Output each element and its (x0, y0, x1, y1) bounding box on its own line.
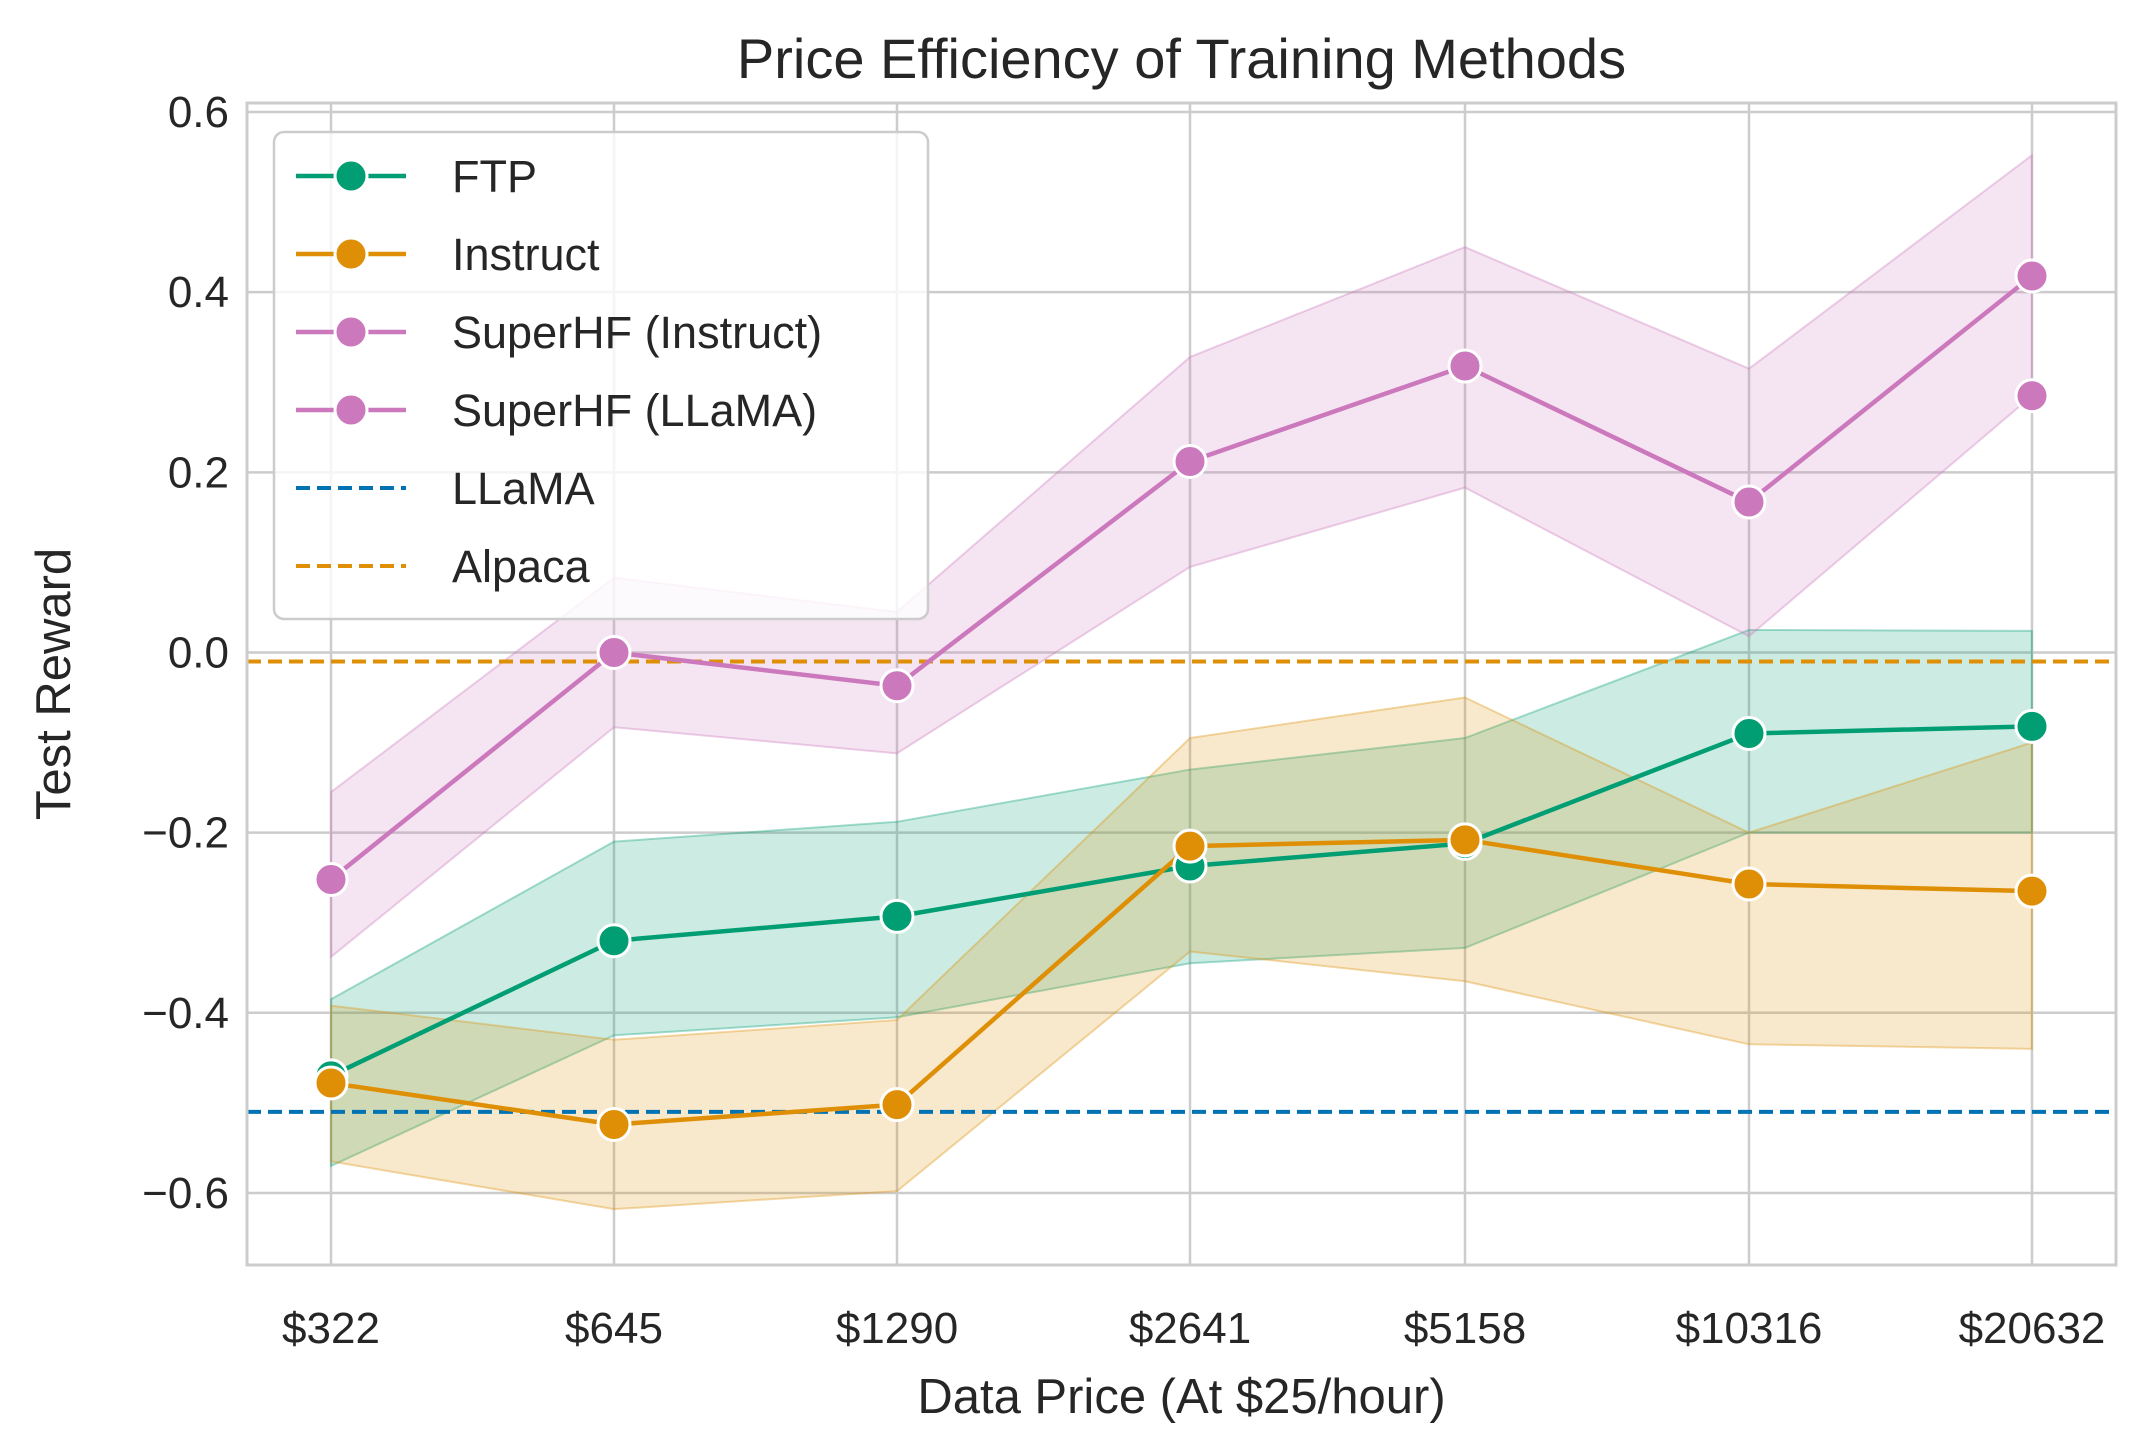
series-1-point-1 (596, 1106, 632, 1142)
x-tick-label-5: $10316 (1676, 1304, 1823, 1353)
legend-label-0: FTP (452, 151, 537, 202)
series-2-point-4 (1447, 348, 1483, 384)
legend-entry-3: SuperHF (LLaMA) (296, 385, 817, 436)
legend-entry-0: FTP (296, 151, 537, 202)
series-0-point-6 (2014, 708, 2050, 744)
legend-box (272, 130, 930, 621)
series-0-point-5 (1731, 716, 1767, 752)
legend-label-3: SuperHF (LLaMA) (452, 385, 817, 436)
legend-entry-1: Instruct (296, 229, 600, 280)
legend-entry-2: SuperHF (Instruct) (296, 307, 822, 358)
y-tick-label-3: 0.0 (168, 628, 229, 677)
series-1-point-2 (879, 1087, 915, 1123)
legend-entry-4: LLaMA (296, 463, 595, 514)
series-1-point-3 (1172, 828, 1208, 864)
x-tick-label-3: $2641 (1129, 1304, 1251, 1353)
y-tick-label-5: 0.4 (168, 268, 229, 317)
ci-band-1 (330, 696, 2033, 1211)
series-1-point-5 (1731, 866, 1767, 902)
legend-label-4: LLaMA (452, 463, 595, 514)
series-2-point-5 (1731, 484, 1767, 520)
legend-label-1: Instruct (452, 229, 600, 280)
series-2-point-6 (2014, 258, 2050, 294)
x-tick-label-1: $645 (565, 1304, 663, 1353)
series-0-point-1 (596, 923, 632, 959)
x-axis-label: Data Price (At $25/hour) (917, 1370, 1445, 1424)
tick-label-layer: $322 $645 $1290 $2641 $5158 $10316 $20632 −0.6 −… (142, 88, 2105, 1353)
x-tick-label-2: $1290 (836, 1304, 958, 1353)
series-point-layer (313, 258, 2050, 1142)
series-3-point-0 (2014, 378, 2050, 414)
series-2-point-1 (596, 634, 632, 670)
legend-handle-marker-1 (333, 236, 369, 272)
reference-line-layer (247, 659, 2116, 1114)
x-tick-label-4: $5158 (1404, 1304, 1526, 1353)
legend-handle-marker-3 (333, 392, 369, 428)
series-2-point-3 (1172, 444, 1208, 480)
y-tick-label-4: 0.2 (168, 448, 229, 497)
legend: FTP Instruct SuperHF (Instruct) SuperHF (LL… (272, 130, 930, 621)
y-tick-label-0: −0.6 (142, 1169, 229, 1218)
legend-handle-marker-2 (333, 314, 369, 350)
plot-frame (245, 101, 2118, 1267)
ci-band-layer (330, 153, 2033, 1211)
series-1-point-6 (2014, 873, 2050, 909)
series-2-point-2 (879, 668, 915, 704)
chart-title: Price Efficiency of Training Methods (737, 27, 1626, 90)
series-0-point-2 (879, 898, 915, 934)
series-2-point-0 (313, 861, 349, 897)
y-tick-label-1: −0.4 (142, 989, 229, 1038)
legend-label-5: Alpaca (452, 541, 591, 592)
x-tick-label-6: $20632 (1959, 1304, 2106, 1353)
series-1-point-0 (313, 1065, 349, 1101)
legend-handle-marker-0 (333, 158, 369, 194)
legend-entry-5: Alpaca (296, 541, 591, 592)
legend-label-2: SuperHF (Instruct) (452, 307, 822, 358)
series-1-point-4 (1447, 822, 1483, 858)
ci-band-0 (330, 628, 2033, 1168)
y-axis-label: Test Reward (27, 548, 81, 820)
y-tick-label-6: 0.6 (168, 88, 229, 137)
y-tick-label-2: −0.2 (142, 809, 229, 858)
x-tick-label-0: $322 (282, 1304, 380, 1353)
